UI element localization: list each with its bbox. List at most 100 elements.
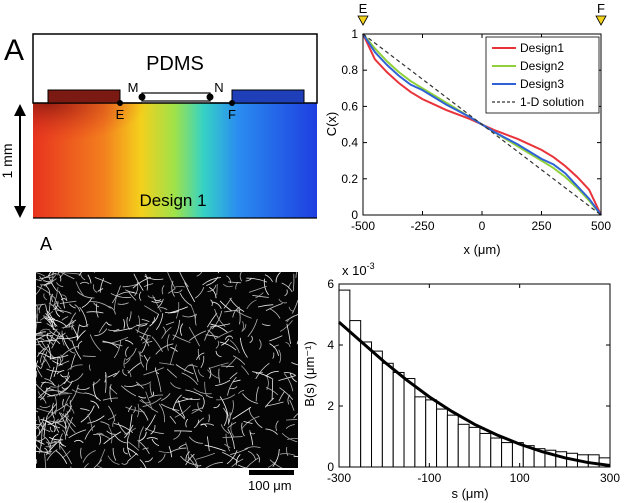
fiber-strand (125, 346, 129, 357)
chart2-bar (403, 378, 416, 468)
fiber-strand (36, 426, 40, 434)
fiber-strand (143, 367, 164, 376)
fiber-strand (216, 394, 236, 401)
fiber-strand (80, 447, 82, 459)
fiber-strand (64, 377, 72, 384)
chart1-x-tick-label: 250 (531, 219, 551, 233)
fiber-strand (230, 422, 235, 437)
fiber-strand (80, 408, 90, 411)
fiber-strand (48, 420, 67, 430)
fiber-strand (226, 357, 237, 368)
fiber-strand (239, 337, 248, 358)
fiber-strand (125, 347, 137, 361)
chart2-y-tick-label: 4 (327, 338, 334, 352)
fiber-strand (194, 287, 205, 299)
fiber-strand (169, 415, 177, 424)
fiber-strand (44, 453, 47, 468)
fiber-strand (257, 304, 274, 308)
fiber-strand (230, 400, 234, 416)
fiber-strand (54, 297, 62, 310)
fiber-strand (39, 387, 48, 401)
fiber-strand (227, 421, 237, 429)
fiber-strand (164, 310, 179, 314)
fiber-strand (70, 353, 76, 370)
fiber-strand (128, 292, 137, 301)
fiber-strand (80, 405, 95, 423)
fiber-strand (44, 285, 50, 296)
design-label: Design 1 (139, 191, 206, 210)
fiber-strand (76, 291, 95, 299)
fiber-strand (278, 375, 296, 381)
fiber-strand (246, 299, 257, 310)
fiber-strand (36, 304, 41, 314)
fiber-strand (232, 306, 241, 318)
fiber-strand (232, 379, 241, 383)
fiber-strand (60, 412, 76, 427)
fiber-strand (265, 302, 283, 312)
micrograph-scale-bar (249, 470, 294, 475)
fiber-strand (265, 401, 284, 407)
fiber-strand (50, 328, 58, 341)
fiber-strand (49, 366, 55, 380)
fiber-strand (189, 330, 207, 341)
fiber-strand (232, 406, 252, 420)
fiber-strand (160, 403, 180, 411)
fiber-strand (206, 436, 210, 452)
point-e-label: E (116, 107, 125, 122)
chart2-y-tick-label: 0 (327, 460, 334, 474)
fiber-strand (210, 299, 213, 307)
fiber-strand (36, 285, 56, 299)
fiber-strand (281, 432, 298, 443)
fiber-strand (161, 326, 172, 339)
fiber-strand (60, 298, 68, 301)
fiber-strand (215, 340, 220, 349)
fiber-strand (93, 302, 100, 308)
fiber-strand (43, 435, 52, 449)
fiber-strand (285, 341, 291, 348)
fiber-strand (134, 282, 139, 297)
fiber-strand (110, 336, 129, 344)
fiber-strand (160, 393, 171, 402)
fiber-strand (99, 277, 105, 293)
fiber-strand (55, 450, 68, 464)
fiber-strand (244, 446, 261, 450)
fiber-strand (148, 394, 163, 399)
fiber-strand (202, 277, 221, 286)
fiber-strand (169, 447, 187, 453)
fiber-strand (36, 410, 39, 413)
fiber-strand (207, 369, 220, 380)
fiber-strand (226, 335, 234, 339)
fiber-strand (221, 365, 234, 368)
fiber-strand (113, 296, 117, 311)
fiber-strand (185, 389, 204, 397)
fiber-strand (127, 435, 131, 457)
fiber-strand (89, 334, 102, 352)
fiber-strand (242, 393, 259, 404)
chart2-bar (425, 399, 438, 468)
chart2-bar (479, 432, 492, 468)
chart2-bar (436, 408, 448, 468)
fiber-strand (223, 297, 232, 309)
fiber-strand (59, 300, 77, 304)
fiber-strand (287, 437, 298, 440)
fiber-strand (141, 335, 148, 354)
fiber-strand (51, 272, 54, 275)
fiber-strand (107, 328, 120, 331)
fiber-strand (90, 400, 100, 409)
fiber-strand (173, 431, 182, 440)
fiber-strand (227, 428, 235, 450)
fiber-strand (36, 334, 53, 337)
fiber-strand (138, 291, 142, 301)
fiber-strand (80, 272, 86, 281)
fiber-strand (38, 352, 50, 358)
fiber-strand (51, 402, 55, 419)
fiber-strand (45, 440, 56, 444)
fiber-strand (288, 306, 294, 312)
chart1-legend-label: Design1 (520, 41, 564, 55)
fiber-strand (84, 392, 101, 402)
fiber-strand (46, 310, 56, 328)
fiber-strand (121, 461, 129, 465)
fiber-strand (65, 416, 68, 436)
fiber-strand (56, 282, 64, 287)
fiber-strand (172, 394, 182, 411)
